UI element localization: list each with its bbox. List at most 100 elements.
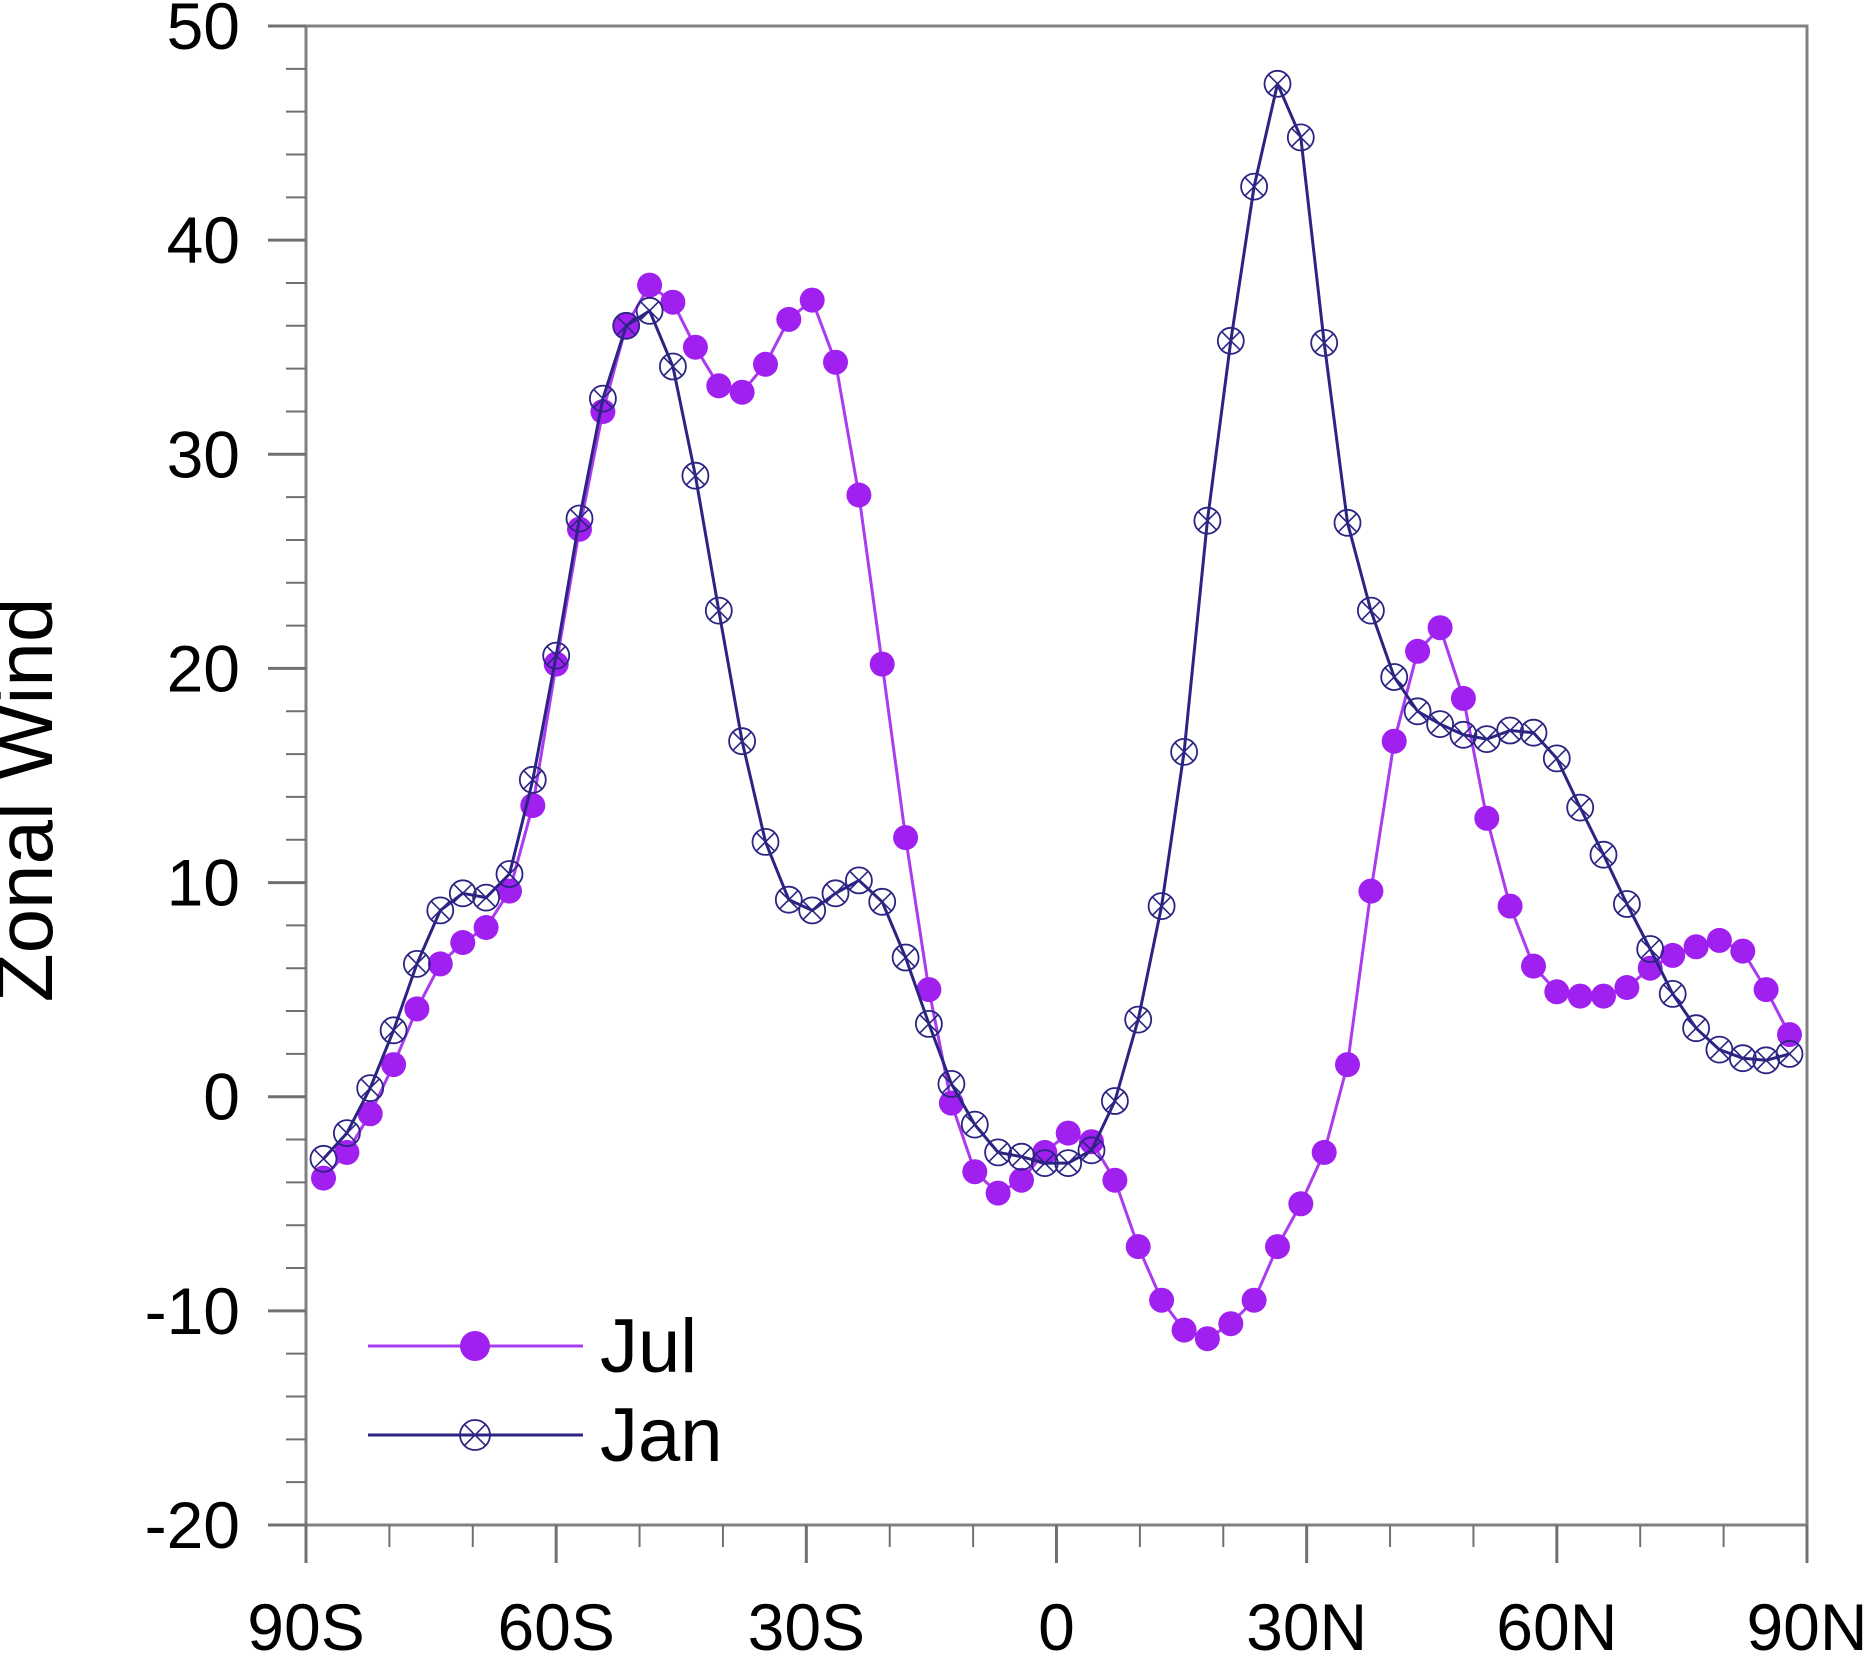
circle-x-marker-icon [1101, 1087, 1129, 1115]
jul-data-point [1474, 805, 1500, 831]
circle-x-marker-icon [448, 879, 477, 908]
circle-x-marker-icon [659, 352, 687, 381]
circle-x-marker-icon [356, 1074, 385, 1102]
y-axis-ticks [268, 24, 306, 1527]
circle-x-marker-icon [774, 885, 803, 914]
jul-data-point [753, 351, 778, 377]
jul-data-point [1521, 953, 1546, 979]
jul-data-point [1194, 1326, 1220, 1352]
circle-x-marker-icon [1775, 1040, 1804, 1068]
circle-x-marker-icon [681, 461, 710, 490]
circle-x-marker-icon [1124, 1005, 1153, 1034]
jul-data-point [1009, 1167, 1034, 1193]
circle-x-marker-icon [1542, 744, 1571, 773]
circle-x-marker-icon [459, 1419, 491, 1451]
circle-x-marker-icon [1263, 69, 1292, 98]
circle-x-marker-icon [635, 296, 664, 325]
jul-data-point [799, 287, 825, 313]
circle-x-marker-icon [798, 896, 827, 925]
jul-data-point [1660, 942, 1686, 968]
jul-data-point [1614, 975, 1640, 1000]
y-tick-label: 40 [167, 203, 240, 277]
circle-x-marker-icon [1449, 720, 1478, 749]
circle-x-marker-icon [1472, 725, 1501, 753]
x-axis-tick-labels: 90S 60S 30S 0 30N 60N 90N [247, 1590, 1866, 1664]
circle-x-marker-icon [1682, 1014, 1710, 1043]
x-tick-label: 30N [1246, 1590, 1367, 1664]
y-tick-label: 30 [167, 417, 240, 491]
jul-data-point [985, 1180, 1011, 1206]
circle-x-marker-icon [868, 887, 897, 916]
jul-data-point [1567, 983, 1593, 1009]
circle-x-marker-icon [379, 1016, 408, 1045]
jul-data-point [706, 373, 732, 399]
jan-series [309, 69, 1804, 1177]
legend-entry-jan: Jan [368, 1393, 723, 1478]
jul-data-point [381, 1052, 407, 1078]
circle-x-marker-icon [332, 1119, 361, 1147]
jul-data-point [1125, 1234, 1151, 1260]
circle-x-marker-icon [1286, 123, 1315, 152]
jul-data-point [1311, 1139, 1337, 1165]
circle-x-marker-icon [1728, 1044, 1757, 1073]
jul-data-point [1171, 1317, 1197, 1343]
circle-x-marker-icon [1613, 890, 1641, 918]
jul-data-point [567, 516, 592, 542]
jul-data-point [1777, 1022, 1802, 1048]
circle-x-marker-icon [1566, 793, 1595, 822]
jul-data-point [893, 825, 919, 851]
jul-data-point [962, 1159, 988, 1185]
circle-x-marker-icon [845, 866, 873, 895]
jul-data-point [1405, 638, 1431, 664]
jul-data-point [404, 996, 430, 1022]
jul-data-point [1381, 728, 1407, 754]
circle-x-marker-icon [612, 311, 641, 340]
jul-data-point [660, 289, 686, 315]
x-tick-label: 30S [748, 1590, 865, 1664]
circle-x-marker-icon [1216, 326, 1245, 355]
circle-x-marker-icon [1357, 596, 1385, 625]
circle-x-marker-icon [1310, 328, 1339, 357]
circle-x-marker-icon [1193, 506, 1222, 535]
jul-data-point [334, 1139, 360, 1165]
circle-x-marker-icon [1170, 738, 1198, 766]
circle-x-marker-icon [1007, 1142, 1036, 1171]
y-axis-tick-labels: -20 -10 0 10 20 30 40 50 [145, 0, 240, 1562]
circle-x-marker-icon [472, 883, 501, 912]
y-tick-label: -10 [145, 1274, 240, 1348]
circle-x-marker-icon [565, 504, 594, 533]
jul-data-point [1753, 977, 1779, 1003]
series-line [322, 82, 1790, 1165]
x-tick-label: 90S [247, 1590, 364, 1664]
jul-data-point [450, 930, 476, 955]
plot-frame [304, 24, 1809, 1527]
circle-x-marker-icon [518, 765, 547, 794]
jul-data-point [1288, 1191, 1314, 1217]
circle-x-marker-icon [589, 384, 617, 413]
circle-x-marker-icon [1030, 1149, 1059, 1177]
x-tick-label: 0 [1038, 1590, 1075, 1664]
jul-data-point [1358, 878, 1384, 904]
circle-x-marker-icon [1240, 172, 1268, 201]
legend-marker-jul-filled-circle-icon [460, 1331, 490, 1361]
jul-data-point [1544, 979, 1570, 1005]
jul-data-point [846, 482, 872, 508]
circle-x-marker-icon [1426, 710, 1454, 738]
circle-x-marker-icon [728, 727, 756, 756]
circle-x-marker-icon [704, 596, 733, 625]
jul-data-point [1241, 1287, 1267, 1313]
circle-x-marker-icon [1496, 716, 1524, 745]
jul-data-point [1335, 1052, 1360, 1078]
circle-x-marker-icon [891, 943, 920, 972]
circle-x-marker-icon [937, 1070, 966, 1098]
jul-data-point [1265, 1234, 1290, 1260]
jul-data-point [1218, 1311, 1244, 1337]
jul-data-point [473, 915, 499, 940]
jul-data-point [1149, 1287, 1175, 1313]
circle-x-marker-icon [1658, 980, 1687, 1008]
circle-x-marker-icon [495, 860, 524, 888]
jul-data-point [1450, 685, 1476, 711]
circle-x-marker-icon [542, 641, 571, 670]
